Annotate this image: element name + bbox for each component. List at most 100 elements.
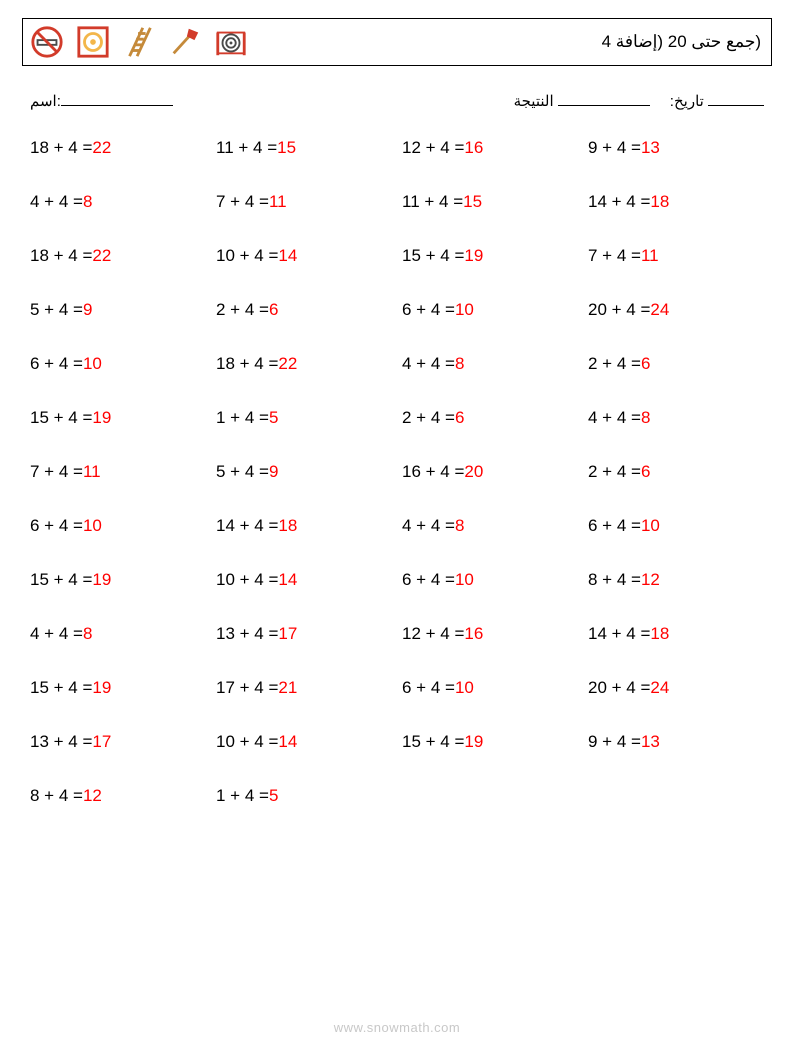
result-label: النتيجة [514, 93, 554, 110]
problem-cell: 10 + 4 = 14 [216, 246, 392, 300]
problem-expression: 15 + 4 = [402, 246, 464, 266]
problem-cell: 7 + 4 = 11 [216, 192, 392, 246]
problem-expression: 17 + 4 = [216, 678, 278, 698]
problem-answer: 16 [464, 624, 483, 644]
problem-expression: 1 + 4 = [216, 408, 269, 428]
problem-expression: 4 + 4 = [402, 516, 455, 536]
problem-expression: 20 + 4 = [588, 678, 650, 698]
problem-answer: 6 [641, 462, 650, 482]
problem-answer: 10 [83, 354, 102, 374]
problem-answer: 14 [278, 570, 297, 590]
problem-answer: 14 [278, 732, 297, 752]
problem-expression: 10 + 4 = [216, 246, 278, 266]
problem-expression: 11 + 4 = [402, 192, 463, 212]
problem-expression: 15 + 4 = [30, 408, 92, 428]
problem-cell: 2 + 4 = 6 [588, 354, 764, 408]
problem-expression: 2 + 4 = [402, 408, 455, 428]
problem-answer: 19 [464, 246, 483, 266]
problem-expression: 4 + 4 = [30, 624, 83, 644]
problem-answer: 24 [650, 300, 669, 320]
problem-cell: 4 + 4 = 8 [588, 408, 764, 462]
problem-expression: 13 + 4 = [30, 732, 92, 752]
footer-watermark: www.snowmath.com [0, 1020, 794, 1035]
problem-cell: 15 + 4 = 19 [402, 732, 578, 786]
problem-cell: 6 + 4 = 10 [588, 516, 764, 570]
problem-answer: 10 [455, 678, 474, 698]
problem-answer: 18 [650, 624, 669, 644]
problem-cell: 14 + 4 = 18 [588, 624, 764, 678]
problem-cell: 4 + 4 = 8 [30, 624, 206, 678]
problem-answer: 21 [278, 678, 297, 698]
problem-expression: 6 + 4 = [30, 354, 83, 374]
problem-expression: 8 + 4 = [30, 786, 83, 806]
ladder-icon [121, 24, 157, 60]
problem-cell: 13 + 4 = 17 [30, 732, 206, 786]
problem-cell: 5 + 4 = 9 [30, 300, 206, 354]
problem-answer: 17 [278, 624, 297, 644]
problem-answer: 12 [83, 786, 102, 806]
name-label: اسم: [30, 92, 61, 110]
problem-cell [402, 786, 578, 840]
problem-cell: 6 + 4 = 10 [402, 300, 578, 354]
problem-answer: 10 [83, 516, 102, 536]
problem-cell: 16 + 4 = 20 [402, 462, 578, 516]
problem-expression: 10 + 4 = [216, 732, 278, 752]
problem-expression: 6 + 4 = [402, 570, 455, 590]
problem-expression: 15 + 4 = [30, 678, 92, 698]
fire-hose-icon [213, 24, 249, 60]
problem-answer: 20 [464, 462, 483, 482]
problem-answer: 8 [83, 624, 92, 644]
problem-cell: 6 + 4 = 10 [402, 678, 578, 732]
problem-cell: 10 + 4 = 14 [216, 732, 392, 786]
problem-answer: 18 [650, 192, 669, 212]
problem-expression: 14 + 4 = [588, 624, 650, 644]
problem-answer: 5 [269, 786, 278, 806]
problem-cell: 12 + 4 = 16 [402, 624, 578, 678]
problem-expression: 1 + 4 = [216, 786, 269, 806]
problem-expression: 13 + 4 = [216, 624, 278, 644]
problem-cell: 6 + 4 = 10 [30, 354, 206, 408]
problem-answer: 19 [464, 732, 483, 752]
problem-answer: 10 [455, 570, 474, 590]
problem-expression: 15 + 4 = [30, 570, 92, 590]
fire-alarm-icon [75, 24, 111, 60]
problem-answer: 9 [83, 300, 92, 320]
problem-cell: 1 + 4 = 5 [216, 786, 392, 840]
problem-expression: 5 + 4 = [216, 462, 269, 482]
header-box: (جمع حتى 20 (إضافة 4 [22, 18, 772, 66]
problem-expression: 7 + 4 = [216, 192, 269, 212]
problem-answer: 18 [278, 516, 297, 536]
problem-expression: 16 + 4 = [402, 462, 464, 482]
problem-cell: 8 + 4 = 12 [588, 570, 764, 624]
problem-answer: 24 [650, 678, 669, 698]
problem-cell: 18 + 4 = 22 [30, 138, 206, 192]
problem-expression: 7 + 4 = [30, 462, 83, 482]
problem-answer: 9 [269, 462, 278, 482]
problem-expression: 6 + 4 = [30, 516, 83, 536]
problem-cell: 11 + 4 = 15 [216, 138, 392, 192]
problem-expression: 2 + 4 = [588, 462, 641, 482]
problem-expression: 20 + 4 = [588, 300, 650, 320]
problem-answer: 22 [92, 246, 111, 266]
problem-cell: 7 + 4 = 11 [30, 462, 206, 516]
problem-cell: 15 + 4 = 19 [30, 570, 206, 624]
problem-cell: 15 + 4 = 19 [30, 678, 206, 732]
problem-cell: 5 + 4 = 9 [216, 462, 392, 516]
problem-answer: 22 [278, 354, 297, 374]
problem-answer: 12 [641, 570, 660, 590]
problem-cell: 11 + 4 = 15 [402, 192, 578, 246]
header-icons [29, 24, 249, 60]
problem-answer: 15 [463, 192, 482, 212]
problem-expression: 6 + 4 = [402, 300, 455, 320]
problem-cell: 12 + 4 = 16 [402, 138, 578, 192]
problem-cell: 4 + 4 = 8 [402, 516, 578, 570]
problem-cell: 18 + 4 = 22 [30, 246, 206, 300]
problem-cell: 14 + 4 = 18 [216, 516, 392, 570]
problem-answer: 5 [269, 408, 278, 428]
problem-cell: 1 + 4 = 5 [216, 408, 392, 462]
date-underline [708, 92, 764, 106]
problem-expression: 14 + 4 = [216, 516, 278, 536]
problem-answer: 6 [269, 300, 278, 320]
problem-answer: 16 [464, 138, 483, 158]
problem-expression: 2 + 4 = [588, 354, 641, 374]
